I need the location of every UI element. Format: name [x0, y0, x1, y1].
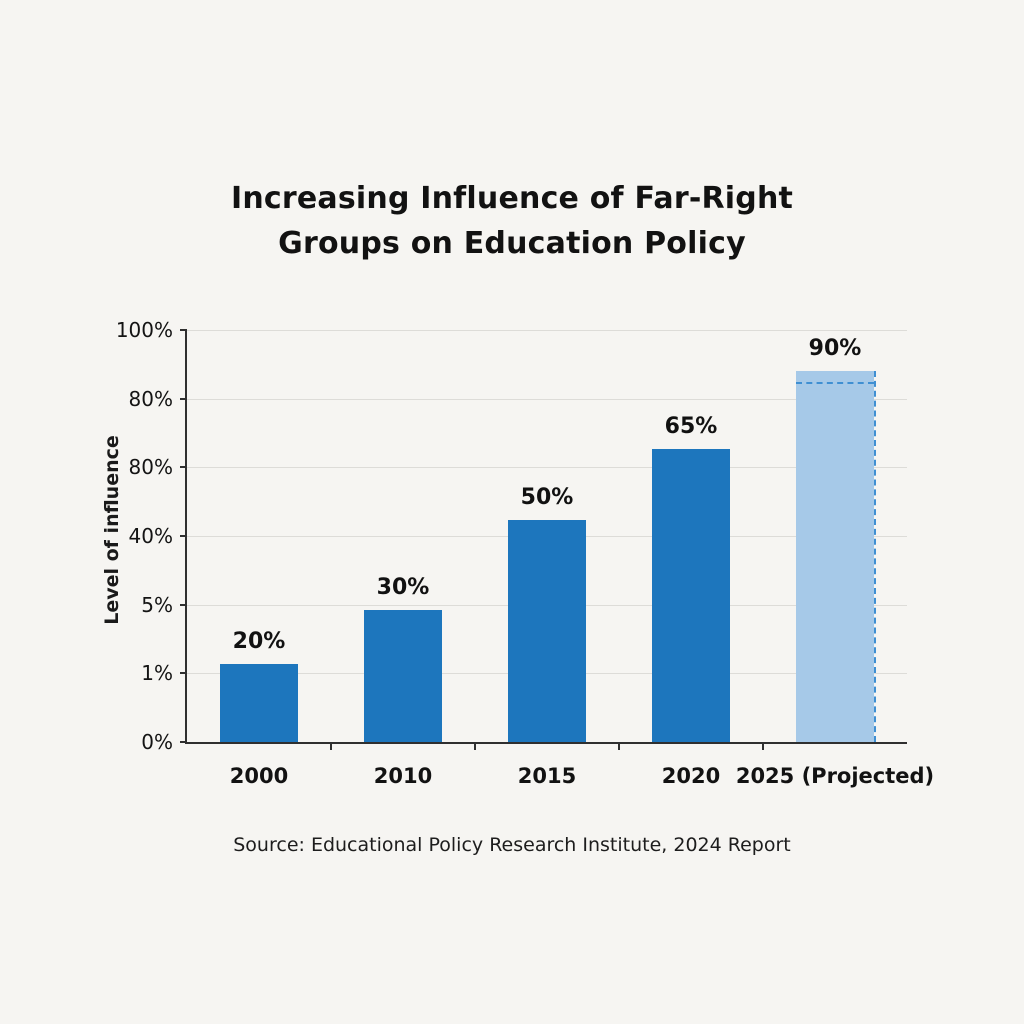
bar — [220, 663, 298, 742]
gridline — [187, 467, 907, 469]
bar-value-label: 90% — [808, 336, 862, 362]
y-tick-mark — [180, 397, 187, 400]
y-tick-label: 80% — [128, 455, 173, 480]
source-caption: Source: Educational Policy Research Inst… — [233, 834, 791, 856]
x-tick-label: 2000 — [229, 764, 289, 788]
y-tick-mark — [180, 603, 187, 606]
chart-title: Increasing Influence of Far-Right Groups… — [0, 176, 1024, 266]
x-tick-mark — [474, 742, 476, 750]
y-tick-mark — [180, 466, 187, 469]
y-tick-label: 100% — [115, 318, 173, 342]
projected-dashed-vline — [874, 371, 876, 742]
x-tick-label: 2015 — [517, 764, 577, 788]
bar-value-label: 65% — [664, 414, 718, 440]
x-tick-mark — [762, 742, 764, 750]
chart-title-line-1: Increasing Influence of Far-Right — [230, 181, 794, 216]
y-tick-label: 40% — [128, 524, 173, 548]
y-tick-label: 80% — [128, 386, 173, 411]
gridline — [187, 398, 907, 400]
y-tick-label: 5% — [141, 592, 173, 617]
y-tick-label: 1% — [141, 661, 173, 686]
x-tick-label: 2010 — [373, 764, 433, 788]
x-tick-label: 2020 — [661, 764, 721, 788]
chart-title-line-2: Groups on Education Policy — [278, 226, 746, 261]
y-tick-mark — [180, 672, 187, 675]
x-tick-mark — [330, 742, 332, 750]
plot-area: 100% 80% 80% 40% 5% 1% 0% 20% 2000 30% 2010 50% 2015… — [116, 318, 934, 788]
x-tick-label: 2025 (Projected) — [735, 764, 935, 788]
y-tick-mark — [180, 329, 187, 331]
bar — [508, 519, 586, 742]
gridline — [187, 330, 907, 331]
bar — [364, 610, 442, 742]
x-tick-mark — [618, 742, 620, 750]
y-tick-label: 0% — [141, 730, 173, 754]
bar-value-label: 30% — [376, 575, 430, 601]
y-tick-mark — [180, 535, 187, 537]
bar-projected — [796, 371, 874, 742]
y-tick-mark — [180, 741, 187, 743]
bar — [652, 449, 730, 742]
bar-value-label: 20% — [232, 628, 286, 654]
projected-dashed-hline — [796, 381, 874, 384]
bar-value-label: 50% — [520, 484, 574, 510]
